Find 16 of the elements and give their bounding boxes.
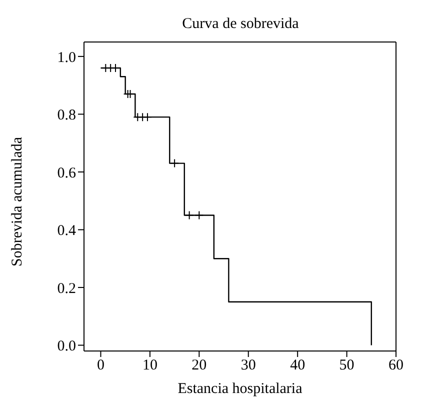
x-tick-label: 40 xyxy=(290,358,306,374)
y-tick-label: 0.0 xyxy=(57,338,76,355)
x-tick-label: 0 xyxy=(96,358,104,374)
y-tick-label: 1.0 xyxy=(57,50,76,66)
x-tick-label: 20 xyxy=(192,358,207,374)
x-tick-label: 60 xyxy=(388,358,404,374)
y-tick-label: 0.4 xyxy=(57,223,76,240)
y-tick-label: 0.6 xyxy=(57,165,76,182)
x-tick-label: 10 xyxy=(142,358,158,374)
x-axis-title: Estancia hospitalaria xyxy=(178,381,303,397)
x-tick-label: 50 xyxy=(339,358,354,374)
chart-title: Curva de sobrevida xyxy=(181,16,300,33)
y-tick-label: 0.8 xyxy=(57,108,76,124)
x-tick-label: 30 xyxy=(240,358,256,374)
y-axis-title: Sobrevida acumulada xyxy=(9,136,26,266)
y-tick-label: 0.2 xyxy=(57,280,76,297)
